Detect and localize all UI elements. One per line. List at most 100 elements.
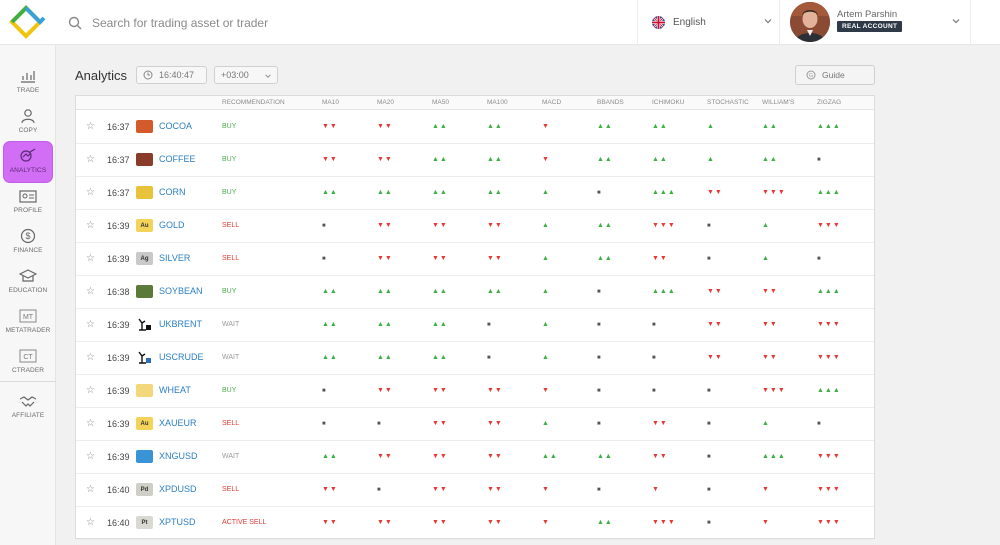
signal-up-icon: ▲ xyxy=(762,222,770,229)
asset-name-link[interactable]: USCRUDE xyxy=(159,352,204,362)
column-header[interactable]: RECOMMENDATION xyxy=(222,99,285,106)
signal-down-icon: ▼ xyxy=(652,486,660,493)
asset-name-link[interactable]: XAUEUR xyxy=(159,418,197,428)
signal-neutral-icon: ■ xyxy=(707,256,712,262)
asset-name-link[interactable]: GOLD xyxy=(159,220,185,230)
favorite-star-icon[interactable]: ☆ xyxy=(86,187,95,198)
asset-name-link[interactable]: WHEAT xyxy=(159,385,191,395)
table-row[interactable]: ☆ 16:37 CORN BUY ▲▲ ▲▲ ▲▲ ▲▲ ▲ ■ ▲▲▲ ▼▼ ▼▼▼ ▲▲▲ xyxy=(76,177,874,210)
clock-icon xyxy=(143,70,153,80)
signal-neutral-icon: ■ xyxy=(377,421,382,427)
asset-name-link[interactable]: COFFEE xyxy=(159,154,196,164)
column-header[interactable]: MA10 xyxy=(322,99,339,106)
row-time: 16:39 xyxy=(107,386,130,396)
table-row[interactable]: ☆ 16:39 Au GOLD SELL ■ ▼▼ ▼▼ ▼▼ ▲ ▲▲ ▼▼▼ ■ ▲ ▼▼▼ xyxy=(76,210,874,243)
user-menu[interactable]: Artem Parshin REAL ACCOUNT xyxy=(779,0,971,45)
timezone-select[interactable]: +03:00 xyxy=(214,66,278,84)
signal-up-icon: ▲▲▲ xyxy=(652,189,676,196)
column-header[interactable]: WILLIAM'S xyxy=(762,99,795,106)
signal-down-icon: ▼▼ xyxy=(432,453,448,460)
signal-down-icon: ▼▼▼ xyxy=(817,453,841,460)
signal-down-icon: ▼▼ xyxy=(762,288,778,295)
sidebar-item-label: AFFILIATE xyxy=(11,412,45,419)
favorite-star-icon[interactable]: ☆ xyxy=(86,385,95,396)
asset-name-link[interactable]: XPDUSD xyxy=(159,484,197,494)
column-header[interactable]: MA100 xyxy=(487,99,508,106)
favorite-star-icon[interactable]: ☆ xyxy=(86,484,95,495)
table-row[interactable]: ☆ 16:38 SOYBEAN BUY ▲▲ ▲▲ ▲▲ ▲▲ ▲ ■ ▲▲▲ ▼▼ ▼▼ ▲▲▲ xyxy=(76,276,874,309)
sidebar-item-analytics[interactable]: ANALYTICS xyxy=(4,142,52,182)
sidebar-item-profile[interactable]: PROFILE xyxy=(4,182,52,222)
signal-neutral-icon: ■ xyxy=(597,289,602,295)
table-row[interactable]: ☆ 16:37 COFFEE BUY ▼▼ ▼▼ ▲▲ ▲▲ ▼ ▲▲ ▲▲ ▲ ▲▲ ■ xyxy=(76,144,874,177)
asset-name-link[interactable]: SOYBEAN xyxy=(159,286,203,296)
asset-name-link[interactable]: SILVER xyxy=(159,253,191,263)
svg-text:G: G xyxy=(809,73,813,79)
favorite-star-icon[interactable]: ☆ xyxy=(86,517,95,528)
sidebar-item-metatrader[interactable]: MT METATRADER xyxy=(4,302,52,342)
favorite-star-icon[interactable]: ☆ xyxy=(86,286,95,297)
favorite-star-icon[interactable]: ☆ xyxy=(86,418,95,429)
avatar[interactable] xyxy=(790,2,830,42)
asset-name-link[interactable]: COCOA xyxy=(159,121,193,131)
column-header[interactable]: ZIGZAG xyxy=(817,99,842,106)
column-header[interactable]: BBANDS xyxy=(597,99,624,106)
signal-up-icon: ▲▲ xyxy=(432,288,448,295)
recommendation: SELL xyxy=(222,222,240,229)
brand-logo[interactable] xyxy=(0,0,56,45)
asset-name-link[interactable]: XPTUSD xyxy=(159,517,196,527)
table-row[interactable]: ☆ 16:40 Pd XPDUSD SELL ▼▼ ■ ▼▼ ▼▼ ▼ ■ ▼ ■ ▼ ▼▼▼ xyxy=(76,474,874,507)
table-row[interactable]: ☆ 16:37 COCOA BUY ▼▼ ▼▼ ▲▲ ▲▲ ▼ ▲▲ ▲▲ ▲ ▲▲ ▲▲▲ xyxy=(76,111,874,144)
column-header[interactable]: MA20 xyxy=(377,99,394,106)
signal-neutral-icon: ■ xyxy=(817,256,822,262)
sidebar-item-copy[interactable]: COPY xyxy=(4,102,52,142)
dollar-icon: $ xyxy=(20,228,36,244)
asset-icon: Pd xyxy=(136,483,153,496)
search-input[interactable] xyxy=(92,16,592,30)
signal-down-icon: ▼▼▼ xyxy=(817,354,841,361)
sidebar-item-education[interactable]: EDUCATION xyxy=(4,262,52,302)
asset-name-link[interactable]: CORN xyxy=(159,187,186,197)
favorite-star-icon[interactable]: ☆ xyxy=(86,253,95,264)
signal-down-icon: ▼▼ xyxy=(322,519,338,526)
table-row[interactable]: ☆ 16:39 UKBRENT WAIT ▲▲ ▲▲ ▲▲ ■ ▲ ■ ■ ▼▼ ▼▼ ▼▼▼ xyxy=(76,309,874,342)
table-row[interactable]: ☆ 16:39 Au XAUEUR SELL ■ ■ ▼▼ ▼▼ ▲ ■ ▼▼ ■ ▲ ■ xyxy=(76,408,874,441)
sidebar-item-finance[interactable]: $ FINANCE xyxy=(4,222,52,262)
table-row[interactable]: ☆ 16:40 Pt XPTUSD ACTIVE SELL ▼▼ ▼▼ ▼▼ ▼▼ ▼ ▲▲ ▼▼▼ ■… xyxy=(76,507,874,540)
signal-up-icon: ▲ xyxy=(542,321,550,328)
table-row[interactable]: ☆ 16:39 XNGUSD WAIT ▲▲ ▼▼ ▼▼ ▼▼ ▲▲ ▲▲ ▼▼ ■ ▲▲▲ ▼▼▼ xyxy=(76,441,874,474)
column-header[interactable]: MACD xyxy=(542,99,562,106)
signal-down-icon: ▼▼ xyxy=(487,222,503,229)
sidebar: TRADE COPY ANALYTICS PROFILE $ FINANCE E… xyxy=(0,0,56,545)
favorite-star-icon[interactable]: ☆ xyxy=(86,319,95,330)
column-header[interactable]: STOCHASTIC xyxy=(707,99,749,106)
favorite-star-icon[interactable]: ☆ xyxy=(86,220,95,231)
language-selector[interactable]: English xyxy=(637,0,779,45)
sidebar-item-ctrader[interactable]: CT CTRADER xyxy=(4,342,52,382)
signal-down-icon: ▼▼ xyxy=(652,255,668,262)
signal-up-icon: ▲▲▲ xyxy=(817,123,841,130)
sidebar-item-trade[interactable]: TRADE xyxy=(4,62,52,102)
asset-name-link[interactable]: XNGUSD xyxy=(159,451,198,461)
favorite-star-icon[interactable]: ☆ xyxy=(86,154,95,165)
column-header[interactable]: MA50 xyxy=(432,99,449,106)
column-header[interactable]: ICHIMOKU xyxy=(652,99,685,106)
signal-up-icon: ▲▲▲ xyxy=(762,453,786,460)
signal-neutral-icon: ■ xyxy=(707,223,712,229)
signal-down-icon: ▼▼ xyxy=(322,486,338,493)
favorite-star-icon[interactable]: ☆ xyxy=(86,121,95,132)
favorite-star-icon[interactable]: ☆ xyxy=(86,451,95,462)
signal-down-icon: ▼▼▼ xyxy=(652,519,676,526)
favorite-star-icon[interactable]: ☆ xyxy=(86,352,95,363)
table-row[interactable]: ☆ 16:39 Ag SILVER SELL ■ ▼▼ ▼▼ ▼▼ ▲ ▲▲ ▼▼ ■ ▲ ■ xyxy=(76,243,874,276)
chevron-down-icon xyxy=(952,19,960,24)
asset-icon xyxy=(136,318,153,331)
table-row[interactable]: ☆ 16:39 WHEAT BUY ■ ▼▼ ▼▼ ▼▼ ▼ ■ ■ ■ ▼▼▼ ▲▲▲ xyxy=(76,375,874,408)
signal-down-icon: ▼ xyxy=(762,519,770,526)
signal-up-icon: ▲ xyxy=(542,222,550,229)
sidebar-item-affiliate[interactable]: AFFILIATE xyxy=(4,387,52,427)
guide-button[interactable]: G Guide xyxy=(795,65,875,85)
row-time: 16:37 xyxy=(107,155,130,165)
asset-name-link[interactable]: UKBRENT xyxy=(159,319,203,329)
table-row[interactable]: ☆ 16:39 USCRUDE WAIT ▲▲ ▲▲ ▲▲ ■ ▲ ■ ■ ▼▼ ▼▼ ▼▼▼ xyxy=(76,342,874,375)
